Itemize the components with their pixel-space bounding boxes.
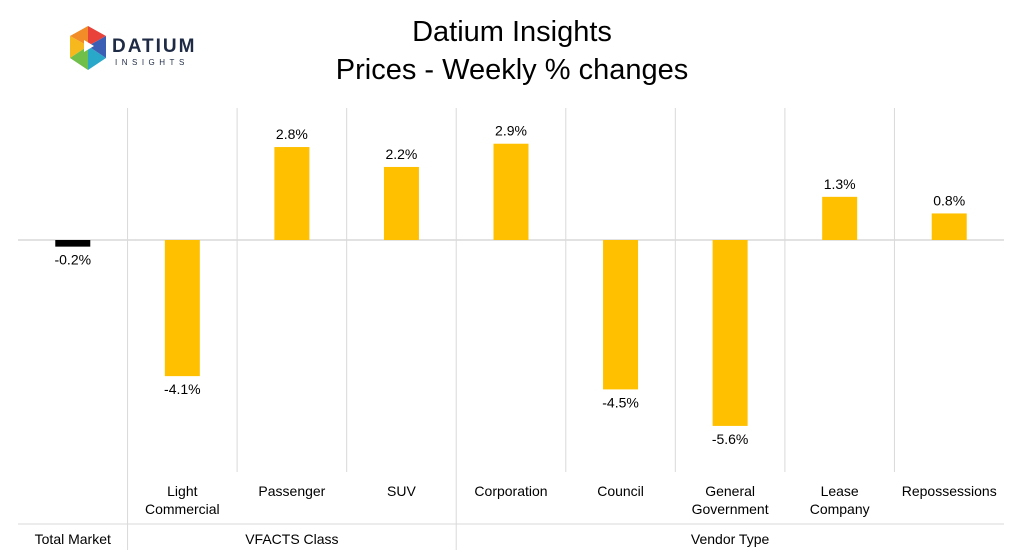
bar-3 [383, 166, 419, 240]
group-label: VFACTS Class [245, 531, 338, 547]
data-label: 1.3% [824, 176, 856, 192]
category-label: Corporation [474, 483, 547, 499]
data-label: -4.5% [602, 394, 639, 410]
chart-title: Datium Insights [412, 16, 612, 48]
category-label: General [705, 483, 755, 499]
data-label: -5.6% [712, 431, 749, 447]
category-label: Repossessions [902, 483, 997, 499]
datium-logo-icon [70, 26, 106, 70]
logo-subtitle: INSIGHTS [115, 58, 189, 67]
category-label: Lease [821, 483, 859, 499]
category-label: SUV [387, 483, 416, 499]
category-label: Council [597, 483, 644, 499]
bar-7 [822, 196, 858, 240]
category-label: Light [167, 483, 197, 499]
group-label: Total Market [35, 531, 111, 547]
bar-8 [931, 213, 967, 240]
chart-subtitle: Prices - Weekly % changes [335, 54, 689, 86]
bar-total-market [55, 240, 91, 247]
group-label: Vendor Type [691, 531, 770, 547]
bar-1 [164, 240, 200, 377]
category-label: Commercial [145, 501, 220, 517]
category-label: Passenger [258, 483, 325, 499]
category-label: Company [810, 501, 870, 517]
data-label: 2.8% [276, 126, 308, 142]
data-label: 2.2% [385, 146, 417, 162]
bar-4 [493, 143, 529, 240]
bar-5 [603, 240, 639, 390]
data-label: -4.1% [164, 381, 201, 397]
bar-2 [274, 147, 310, 240]
data-label: -0.2% [54, 252, 91, 268]
logo-wordmark: DATIUM [112, 36, 197, 57]
bar-6 [712, 240, 748, 426]
datium-logo: DATIUM INSIGHTS [66, 24, 206, 80]
data-label: 0.8% [933, 192, 965, 208]
category-label: Government [692, 501, 769, 517]
data-label: 2.9% [495, 123, 527, 139]
